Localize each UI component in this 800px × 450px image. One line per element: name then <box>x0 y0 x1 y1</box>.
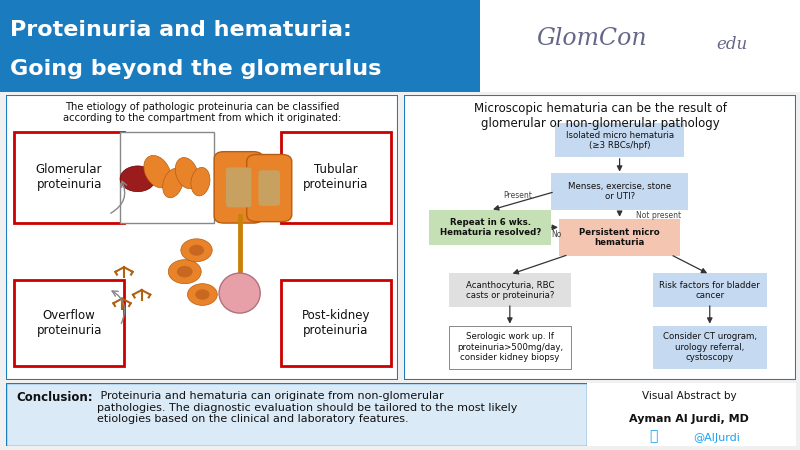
Bar <box>14 280 124 366</box>
Text: Going beyond the glomerulus: Going beyond the glomerulus <box>10 59 381 79</box>
Text: Menses, exercise, stone
or UTI?: Menses, exercise, stone or UTI? <box>568 182 671 201</box>
Circle shape <box>189 245 204 256</box>
Text: Ayman Al Jurdi, MD: Ayman Al Jurdi, MD <box>630 414 750 423</box>
Circle shape <box>195 289 210 300</box>
Text: Consider CT urogram,
urology referral,
cystoscopy: Consider CT urogram, urology referral, c… <box>662 333 757 362</box>
Text: Proteinuria and hematuria can originate from non-glomerular
pathologies. The dia: Proteinuria and hematuria can originate … <box>98 391 518 424</box>
Bar <box>586 383 796 446</box>
FancyBboxPatch shape <box>653 273 766 307</box>
Text: Serologic work up. If
proteinuria>500mg/day,
consider kidney biopsy: Serologic work up. If proteinuria>500mg/… <box>457 333 563 362</box>
Text: edu: edu <box>716 36 747 53</box>
Bar <box>120 132 214 223</box>
FancyBboxPatch shape <box>214 152 263 223</box>
Bar <box>281 132 390 223</box>
Text: Acanthocyturia, RBC
casts or proteinuria?: Acanthocyturia, RBC casts or proteinuria… <box>466 280 554 300</box>
Text: Visual Abstract by: Visual Abstract by <box>642 391 737 401</box>
Text: Present: Present <box>503 191 532 200</box>
Bar <box>0 0 480 92</box>
Text: Proteinuria and hematuria:: Proteinuria and hematuria: <box>10 20 351 40</box>
Bar <box>14 132 124 223</box>
Text: No: No <box>552 230 562 239</box>
Ellipse shape <box>219 273 260 313</box>
FancyBboxPatch shape <box>555 123 684 158</box>
Text: Overflow
proteinuria: Overflow proteinuria <box>37 309 102 337</box>
Circle shape <box>187 284 218 306</box>
Bar <box>6 383 586 446</box>
Text: GlomCon: GlomCon <box>536 27 646 50</box>
FancyBboxPatch shape <box>258 170 280 206</box>
Ellipse shape <box>144 155 170 188</box>
Text: Isolated micro hematuria
(≥3 RBCs/hpf): Isolated micro hematuria (≥3 RBCs/hpf) <box>566 130 674 150</box>
Text: Post-kidney
proteinuria: Post-kidney proteinuria <box>302 309 370 337</box>
FancyBboxPatch shape <box>449 326 570 369</box>
Text: Persistent micro
hematuria: Persistent micro hematuria <box>579 228 660 247</box>
Circle shape <box>177 266 193 278</box>
FancyBboxPatch shape <box>653 326 766 369</box>
FancyBboxPatch shape <box>551 173 688 210</box>
FancyBboxPatch shape <box>559 219 680 256</box>
Circle shape <box>181 239 212 261</box>
Text: 🐦: 🐦 <box>650 429 658 443</box>
Text: Tubular
proteinuria: Tubular proteinuria <box>303 163 368 191</box>
FancyBboxPatch shape <box>449 273 570 307</box>
FancyBboxPatch shape <box>430 210 551 244</box>
Ellipse shape <box>162 168 183 198</box>
Text: @AlJurdi: @AlJurdi <box>694 433 740 443</box>
FancyBboxPatch shape <box>246 154 292 222</box>
Text: Glomerular
proteinuria: Glomerular proteinuria <box>36 163 102 191</box>
Text: Not present: Not present <box>636 211 682 220</box>
Text: Risk factors for bladder
cancer: Risk factors for bladder cancer <box>659 280 760 300</box>
Text: Repeat in 6 wks.
Hematuria resolved?: Repeat in 6 wks. Hematuria resolved? <box>440 218 541 237</box>
Text: The etiology of pathologic proteinuria can be classified
according to the compar: The etiology of pathologic proteinuria c… <box>63 102 342 123</box>
Ellipse shape <box>191 167 210 196</box>
Bar <box>281 280 390 366</box>
Bar <box>480 0 800 92</box>
Circle shape <box>120 166 155 192</box>
Ellipse shape <box>175 158 198 189</box>
Text: Conclusion:: Conclusion: <box>16 391 93 404</box>
FancyBboxPatch shape <box>226 167 251 207</box>
Text: Microscopic hematuria can be the result of
glomerular or non-glomerular patholog: Microscopic hematuria can be the result … <box>474 102 726 130</box>
Circle shape <box>168 260 202 284</box>
